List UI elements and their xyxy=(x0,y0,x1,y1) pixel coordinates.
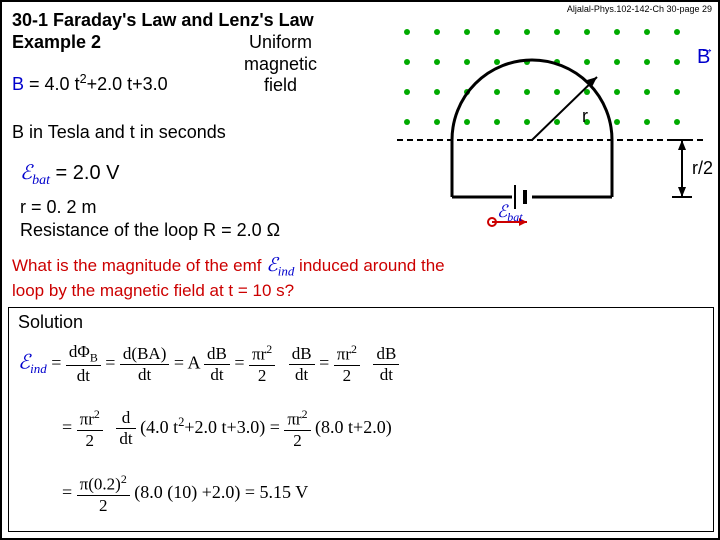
field-dots xyxy=(404,29,680,125)
radius-label: r xyxy=(582,106,588,126)
r-value: r = 0. 2 m xyxy=(20,197,97,218)
r2-arrow-up xyxy=(678,140,686,150)
section-title: 30-1 Faraday's Law and Lenz's Law xyxy=(12,10,314,31)
example-label: Example 2 xyxy=(12,32,101,53)
question-text: What is the magnitude of the emf ℰind in… xyxy=(12,254,445,302)
resistance-value: Resistance of the loop R = 2.0 Ω xyxy=(20,220,280,241)
r2-label: r/2 xyxy=(692,158,713,178)
emf-bat-equation: ℰbat = 2.0 V xyxy=(20,160,120,189)
uniform-l2: magnetic xyxy=(244,54,317,74)
uniform-l1: Uniform xyxy=(249,32,312,52)
derivation-line-1: ℰind = dΦBdt = d(BA)dt = A dBdt = πr22 d… xyxy=(18,342,399,386)
r2-arrow-down xyxy=(678,187,686,197)
uniform-l3: field xyxy=(264,75,297,95)
uniform-field-label: Uniform magnetic field xyxy=(244,32,317,97)
derivation-line-2: = πr22 ddt (4.0 t2+2.0 t+3.0) = πr22 (8.… xyxy=(62,407,392,451)
b-vector-label: B xyxy=(697,46,710,69)
circuit-diagram: r r/2 ℰbat xyxy=(397,22,717,242)
emf-bat-diagram-label: ℰbat xyxy=(497,202,523,224)
loop-semicircle xyxy=(452,60,612,140)
solution-label: Solution xyxy=(18,312,83,333)
derivation-line-3: = π(0.2)22 (8.0 (10) +2.0) = 5.15 V xyxy=(62,472,308,516)
b-equation: B = 4.0 t2+2.0 t+3.0 xyxy=(12,72,168,95)
b-units-text: B in Tesla and t in seconds xyxy=(12,122,226,143)
page-reference: Aljalal-Phys.102-142-Ch 30-page 29 xyxy=(567,4,712,14)
